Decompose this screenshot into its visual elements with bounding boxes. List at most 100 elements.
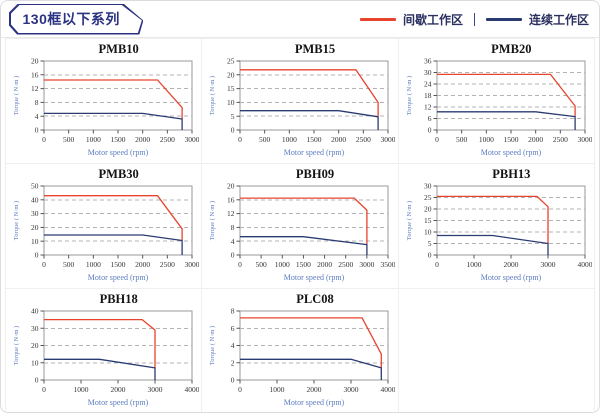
svg-text:3000: 3000	[381, 135, 396, 144]
svg-text:1000: 1000	[478, 135, 493, 144]
svg-text:3000: 3000	[540, 260, 555, 269]
svg-text:4000: 4000	[577, 260, 592, 269]
svg-text:20: 20	[227, 70, 235, 79]
svg-text:2000: 2000	[135, 260, 150, 269]
svg-text:15: 15	[227, 84, 235, 93]
svg-text:2000: 2000	[503, 260, 518, 269]
svg-text:20: 20	[31, 57, 39, 66]
svg-text:24: 24	[424, 80, 432, 89]
chart-title: PBH18	[99, 292, 138, 306]
svg-text:Motor speed (rpm): Motor speed (rpm)	[284, 148, 345, 157]
svg-text:8: 8	[231, 223, 235, 232]
header: 130框以下系列 间歇工作区 连续工作区	[1, 1, 599, 38]
svg-text:10: 10	[31, 237, 39, 246]
svg-text:4000: 4000	[381, 385, 396, 394]
svg-text:Torque ( N·m ): Torque ( N·m )	[13, 326, 20, 365]
chart-cell-PLC08: PLC08 0 2 4 6 8 0 1000 2000 3000 4000 Torque ( N·m …	[202, 289, 399, 412]
svg-text:3000: 3000	[148, 385, 163, 394]
svg-text:16: 16	[31, 70, 39, 79]
svg-text:2000: 2000	[135, 135, 150, 144]
svg-text:1500: 1500	[111, 135, 126, 144]
svg-text:2500: 2500	[160, 260, 175, 269]
charts-grid: PMB10 0 4 8 12 16 20 0 500 1000 1500 2000 2500 3000 To…	[5, 38, 595, 412]
intermittent-zone-line-icon	[359, 17, 396, 21]
chart-title: PBH13	[492, 167, 531, 181]
chart-title: PMB30	[98, 167, 139, 181]
svg-text:0: 0	[435, 135, 439, 144]
chart-title: PMB15	[294, 42, 336, 56]
svg-text:12: 12	[31, 84, 39, 93]
svg-text:16: 16	[227, 195, 235, 204]
svg-text:Motor speed (rpm): Motor speed (rpm)	[284, 398, 345, 407]
chart-cell-PMB30: PMB30 0 10 20 30 40 50 0 500 1000 1500 2000 2500 3000…	[6, 164, 203, 289]
svg-text:1000: 1000	[74, 385, 89, 394]
page-title: 130框以下系列	[11, 5, 142, 33]
chart-plot: 0 6 12 18 24 30 36 0 500 1000 1500 2000 2500 3000 Torq…	[406, 57, 592, 157]
legend-label-continuous: 连续工作区	[528, 12, 589, 27]
chart-cell-PMB20: PMB20 0 6 12 18 24 30 36 0 500 1000 1500 2000 2500 300…	[398, 39, 595, 164]
svg-text:2500: 2500	[339, 260, 354, 269]
svg-text:2500: 2500	[356, 135, 371, 144]
svg-text:30: 30	[31, 324, 39, 333]
chart-title: PMB10	[98, 42, 139, 56]
svg-text:500: 500	[63, 260, 75, 269]
svg-text:0: 0	[35, 251, 39, 260]
chart-title: PLC08	[296, 292, 334, 306]
svg-text:0: 0	[35, 126, 39, 135]
chart-plot: 0 10 20 30 40 0 1000 2000 3000 4000 Torque ( N·m )…	[13, 307, 199, 407]
svg-text:1000: 1000	[270, 385, 285, 394]
svg-text:Motor speed (rpm): Motor speed (rpm)	[88, 398, 149, 407]
svg-text:2000: 2000	[111, 385, 126, 394]
svg-text:2000: 2000	[317, 260, 332, 269]
svg-text:20: 20	[424, 205, 432, 214]
svg-text:0: 0	[231, 251, 235, 260]
svg-text:500: 500	[63, 135, 75, 144]
svg-text:6: 6	[427, 114, 431, 123]
svg-text:25: 25	[227, 57, 235, 66]
svg-text:3000: 3000	[360, 260, 375, 269]
svg-text:0: 0	[42, 135, 46, 144]
svg-text:30: 30	[424, 68, 432, 77]
svg-text:500: 500	[256, 260, 268, 269]
svg-text:0: 0	[435, 260, 439, 269]
svg-text:20: 20	[31, 341, 39, 350]
legend: 间歇工作区 连续工作区	[359, 11, 589, 28]
continuous-zone-line-icon	[485, 17, 522, 21]
empty-cell	[398, 289, 595, 412]
svg-text:5: 5	[427, 239, 431, 248]
svg-text:4: 4	[35, 112, 39, 121]
svg-text:3000: 3000	[185, 260, 200, 269]
svg-text:2500: 2500	[160, 135, 175, 144]
svg-text:Torque ( N·m ): Torque ( N·m )	[209, 76, 216, 115]
svg-text:0: 0	[238, 135, 242, 144]
legend-divider	[473, 12, 475, 26]
svg-text:40: 40	[31, 195, 39, 204]
svg-text:0: 0	[35, 376, 39, 385]
svg-text:1500: 1500	[503, 135, 518, 144]
chart-cell-PMB15: PMB15 0 5 10 15 20 25 0 500 1000 1500 2000 2500 3000 T…	[202, 39, 399, 164]
svg-text:4: 4	[231, 341, 235, 350]
svg-text:1000: 1000	[275, 260, 290, 269]
svg-text:Motor speed (rpm): Motor speed (rpm)	[284, 273, 345, 282]
chart-title: PBH09	[295, 167, 335, 181]
svg-text:30: 30	[424, 182, 432, 191]
chart-plot: 0 5 10 15 20 25 0 500 1000 1500 2000 2500 3000 Torque…	[209, 57, 396, 157]
svg-text:10: 10	[227, 98, 235, 107]
svg-text:Torque ( N·m ): Torque ( N·m )	[13, 76, 20, 115]
chart-title: PMB20	[491, 42, 532, 56]
svg-text:3500: 3500	[381, 260, 396, 269]
svg-text:0: 0	[231, 126, 235, 135]
svg-text:30: 30	[31, 209, 39, 218]
svg-text:Motor speed (rpm): Motor speed (rpm)	[480, 148, 541, 157]
svg-text:0: 0	[42, 385, 46, 394]
svg-text:4: 4	[231, 237, 235, 246]
chart-plot: 0 4 8 12 16 20 0 500 1000 1500 2000 2500 3000 3500 Tor…	[209, 182, 396, 282]
svg-text:20: 20	[227, 182, 235, 191]
svg-text:8: 8	[35, 98, 39, 107]
svg-text:15: 15	[424, 216, 432, 225]
chart-cell-PBH18: PBH18 0 10 20 30 40 0 1000 2000 3000 4000 Torque ( …	[6, 289, 203, 412]
svg-text:12: 12	[424, 103, 432, 112]
svg-text:Torque ( N·m ): Torque ( N·m )	[406, 201, 413, 240]
